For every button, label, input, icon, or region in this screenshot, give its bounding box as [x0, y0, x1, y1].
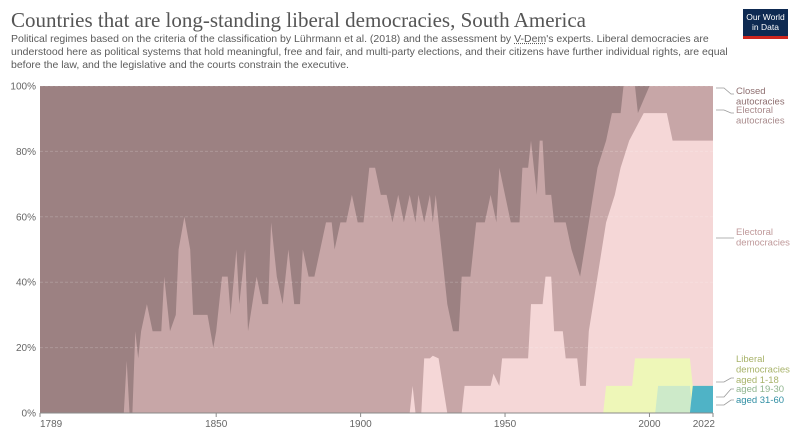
legend-leader-liberal: [716, 377, 734, 383]
logo-line-1: Our World: [746, 12, 785, 22]
y-tick-label: 40%: [16, 278, 36, 289]
legend-electoral-autocracies-line: Electoral: [736, 105, 773, 116]
area-liberal-31-60: [689, 385, 713, 413]
legend-liberal-democracies-line: aged 1-18: [736, 375, 779, 386]
x-tick-label: 1950: [494, 419, 517, 430]
legend-leader-closed: [716, 87, 734, 95]
legend-leader-aged-31-60: [716, 399, 734, 406]
legend-leader-aged-19-30: [716, 388, 734, 398]
y-tick-label: 60%: [16, 212, 36, 223]
subtitle-text-end: 's experts. Liberal democracies are unde…: [11, 33, 728, 71]
x-tick-label: 1900: [349, 419, 372, 430]
owid-logo[interactable]: Our World in Data: [743, 9, 788, 39]
y-tick-label: 80%: [16, 147, 36, 158]
legend-electoral-democracies-line: Electoral: [736, 227, 773, 238]
legend-electoral-autocracies-line: autocracies: [736, 116, 785, 127]
area-liberal-19-30: [655, 385, 713, 413]
legend-aged-19-30: aged 19-30: [736, 384, 784, 395]
legend-closed-autocracies-line: Closed: [736, 86, 766, 97]
x-tick-label: 2022: [693, 419, 716, 430]
y-tick-label: 0%: [22, 409, 37, 420]
chart-subtitle: Political regimes based on the criteria …: [11, 33, 736, 72]
legend-liberal-democracies-line: democracies: [736, 365, 790, 376]
legend-closed-autocracies-line: autocracies: [736, 97, 785, 108]
y-tick-label: 20%: [16, 343, 36, 354]
x-tick-label: 2000: [638, 419, 661, 430]
vdem-link[interactable]: V-Dem: [514, 33, 547, 45]
legend-liberal-democracies-line: Liberal: [736, 354, 765, 365]
legend-electoral-democracies-line: democracies: [736, 238, 790, 249]
subtitle-text: Political regimes based on the criteria …: [11, 33, 515, 45]
chart-title: Countries that are long-standing liberal…: [11, 8, 586, 32]
y-tick-label: 100%: [10, 82, 36, 93]
legend-closed-autocracies: Closed autocracies: [736, 86, 785, 108]
legend-aged-31-60-line: aged 31-60: [736, 395, 784, 406]
legend-electoral-democracies: Electoral democracies: [736, 227, 790, 249]
legend-aged-19-30-line: aged 19-30: [736, 384, 784, 395]
x-tick-label: 1850: [205, 419, 228, 430]
legend-electoral-autocracies: Electoral autocracies: [736, 105, 785, 127]
legend-liberal-democracies: Liberal democracies aged 1-18: [736, 354, 790, 386]
x-tick-label: 1789: [40, 419, 63, 430]
legend-aged-31-60: aged 31-60: [736, 395, 784, 406]
legend-leader-electoral-autocracies: [716, 109, 734, 114]
area-electoral-democracies: [409, 113, 713, 413]
logo-line-2: in Data: [752, 22, 779, 32]
